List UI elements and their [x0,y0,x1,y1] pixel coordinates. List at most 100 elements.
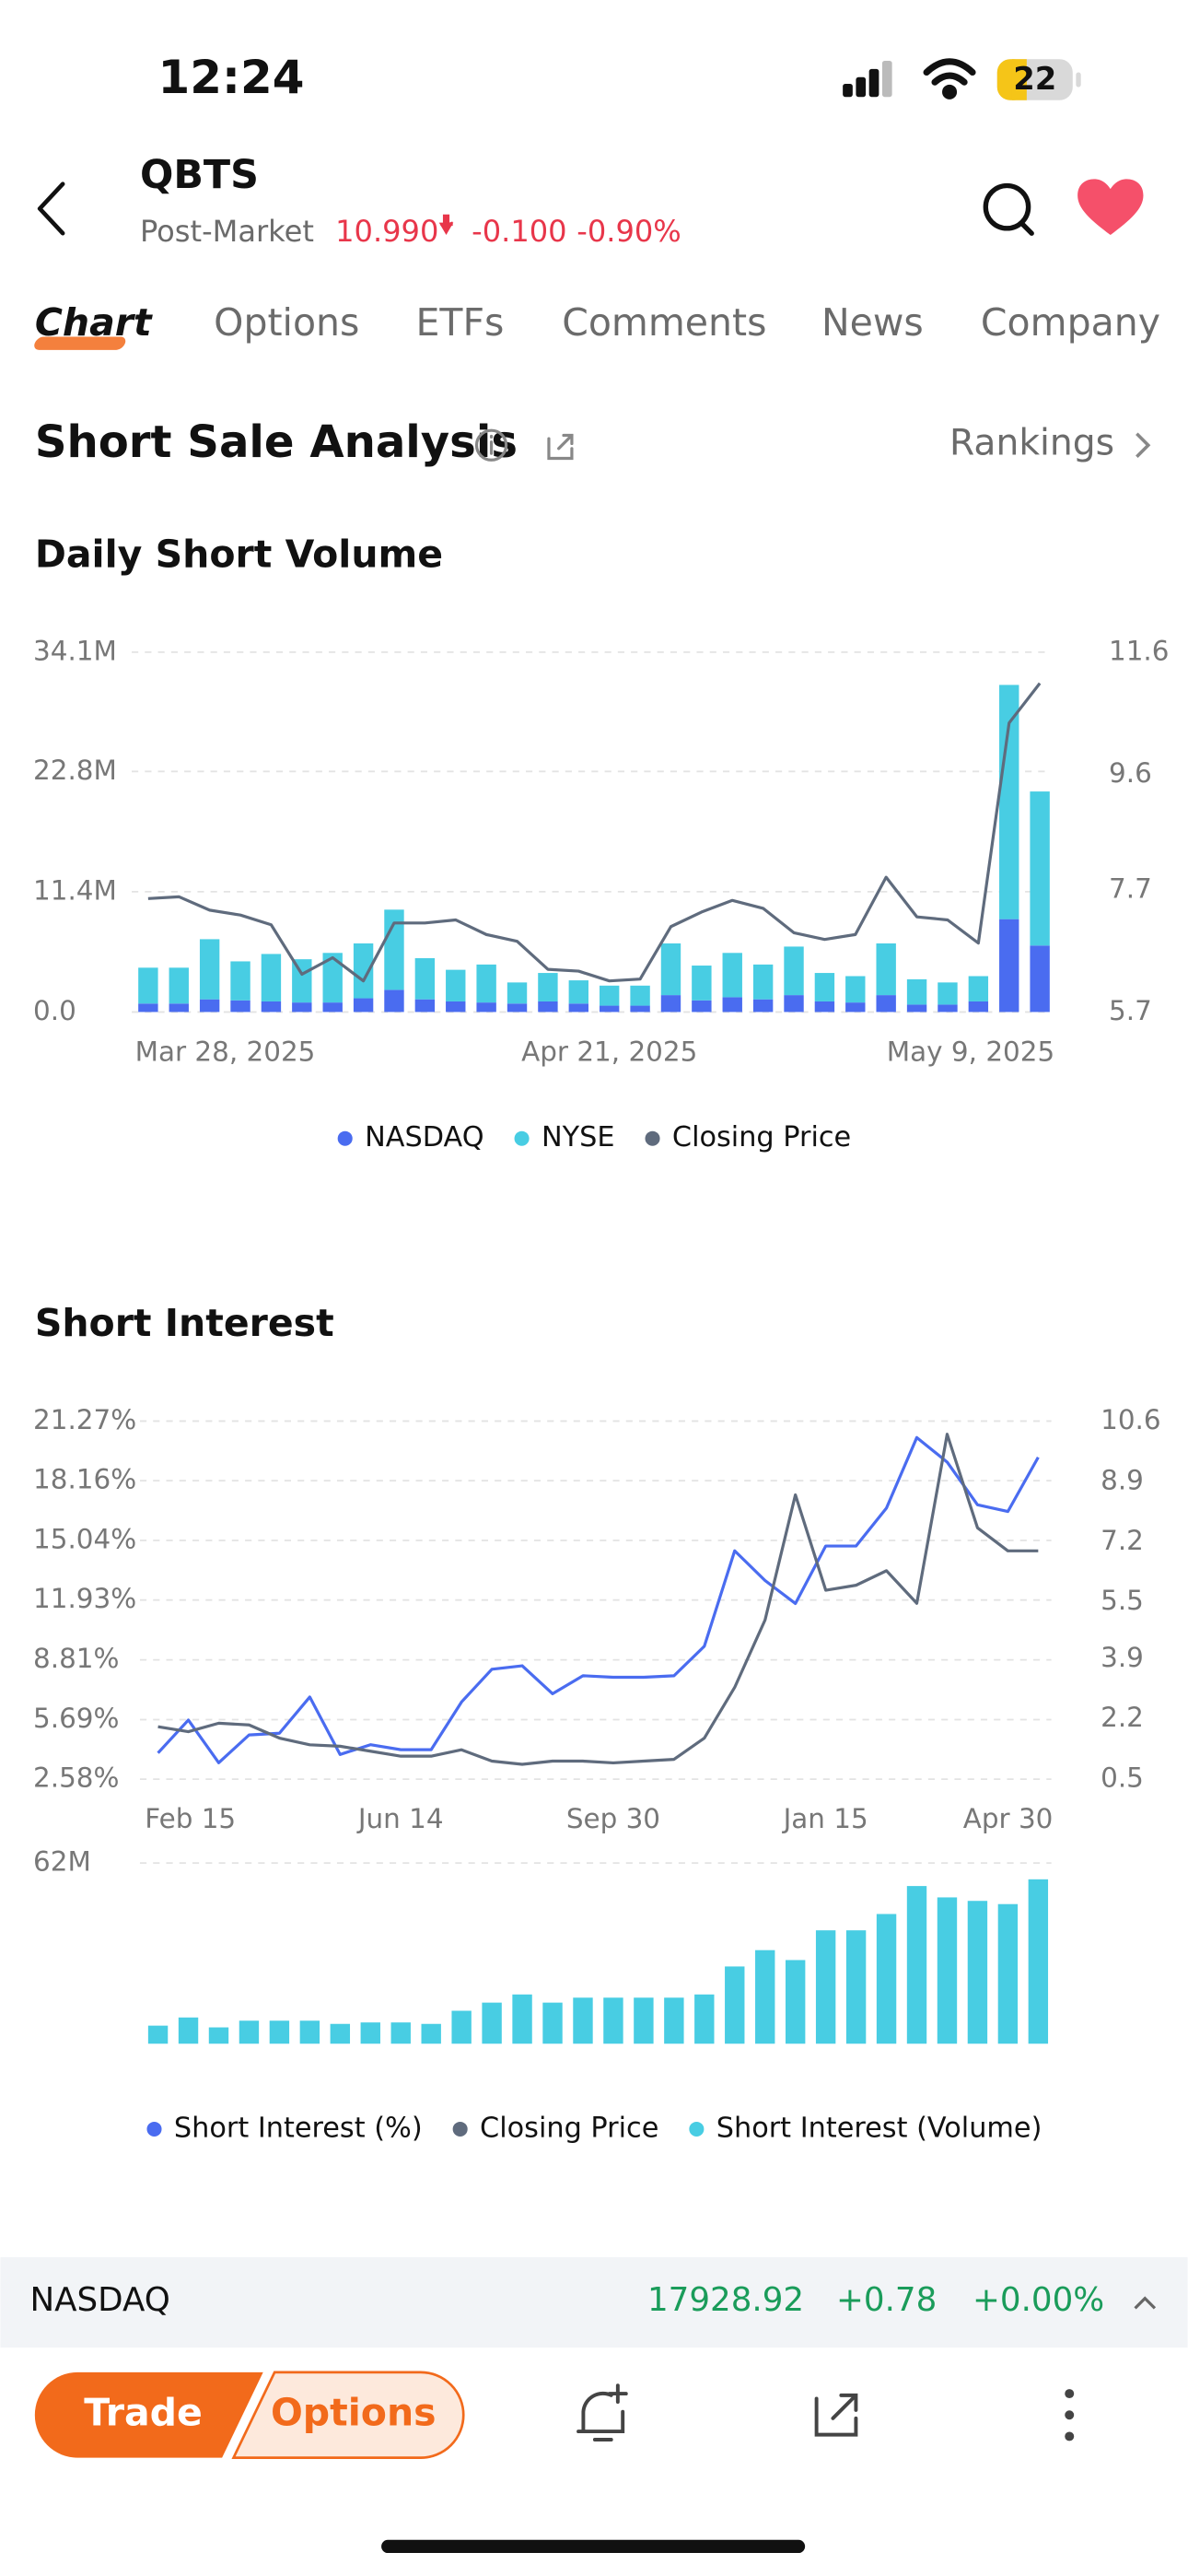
y-tick-label: 11.93% [33,1583,136,1614]
legend-label: Short Interest (Volume) [716,2112,1042,2144]
bar [269,2020,290,2044]
bar [446,1001,466,1013]
favorite-button[interactable] [1077,179,1144,235]
legend-label: NYSE [542,1121,615,1153]
bar [815,1930,836,2044]
bar [414,958,436,1000]
trade-button[interactable] [34,2371,263,2458]
legend-item: NASDAQ [337,1121,484,1153]
back-button[interactable] [37,181,65,236]
share-icon[interactable] [547,433,574,461]
tab[interactable]: Comments [562,300,766,345]
bar [906,1004,927,1013]
bar [239,2020,260,2044]
bar [755,1950,775,2044]
legend-swatch [337,1130,353,1146]
bar [1030,945,1050,1013]
legend-label: Short Interest (%) [174,2112,423,2144]
bar [968,976,989,1001]
bar [199,999,220,1013]
rankings-link[interactable]: Rankings [949,423,1114,464]
info-icon[interactable] [474,428,508,462]
share-button[interactable] [814,2393,858,2437]
bar [876,1914,897,2044]
section-title: Short Sale Analysis [35,416,518,468]
more-button[interactable] [1065,2389,1075,2441]
bar [538,1001,558,1013]
tab[interactable]: Options [214,300,359,345]
bar [451,2010,472,2044]
y2-tick-label: 5.5 [1101,1585,1144,1616]
bar [322,953,343,1003]
bar [512,1994,532,2044]
bar [446,969,466,1001]
bar [997,1903,1019,2044]
bar [725,1966,745,2044]
bar [138,967,158,1004]
bar [722,997,742,1013]
bar [322,1002,343,1013]
x-tick-label: Apr 21, 2025 [521,1036,697,1068]
bar [178,2017,199,2044]
legend-item: Closing Price [452,2112,658,2144]
bar [138,1003,158,1013]
x-tick-label: Feb 15 [145,1803,236,1834]
bar [660,943,681,996]
x-tick-label: May 9, 2025 [887,1036,1054,1068]
bar [906,1886,927,2044]
bar [967,1901,988,2044]
bar [476,964,496,1003]
bar [692,966,712,1001]
bar [660,995,681,1013]
bar [353,998,374,1013]
legend-swatch [645,1130,660,1146]
alert-button[interactable] [577,2383,628,2441]
bar [603,1997,623,2044]
bar [785,1960,806,2044]
bar [752,964,774,1000]
index-name: NASDAQ [29,2281,169,2319]
y-tick-label: 0.0 [33,995,76,1026]
y2-tick-label: 5.7 [1109,995,1152,1026]
bar [299,2020,320,2044]
trade-label: Trade [84,2390,203,2434]
y-tick-label: 11.4M [33,874,117,906]
y-tick-label: 15.04% [33,1524,136,1555]
bar [692,1000,712,1013]
y-tick-label: 5.69% [33,1703,119,1734]
index-change: +0.78 [836,2281,937,2319]
bar [784,946,804,996]
bar [722,953,742,998]
bar [876,943,896,996]
change: -0.100 [472,214,566,249]
bar [845,1930,867,2044]
down-arrow [438,214,454,235]
y2-tick-label: 0.5 [1101,1762,1144,1794]
tab[interactable]: Chart [35,300,153,345]
bar [538,973,558,1001]
tab[interactable]: ETFs [416,300,505,345]
bar [1028,1879,1049,2044]
y2-tick-label: 3.9 [1101,1642,1144,1673]
battery-level: 22 [1013,61,1056,97]
bar [938,982,958,1005]
search-button[interactable] [983,182,1034,236]
line-series [147,682,1042,983]
expand-chevron[interactable] [1134,2296,1157,2310]
x-tick-label: Jan 15 [782,1803,868,1834]
legend-swatch [514,1130,530,1146]
bar [630,1005,650,1013]
ticker-bar [0,2257,1188,2348]
legend-item: Short Interest (%) [146,2112,423,2144]
options-button[interactable] [231,2371,465,2459]
bar [384,989,404,1013]
y-tick-label: 62M [33,1846,91,1878]
tab[interactable]: Company [981,300,1160,345]
tab-underline [34,336,126,350]
wifi-icon [923,58,976,100]
tab[interactable]: News [821,300,924,345]
signal-icon [843,60,892,98]
bar [208,2027,229,2044]
bar [568,1003,589,1013]
